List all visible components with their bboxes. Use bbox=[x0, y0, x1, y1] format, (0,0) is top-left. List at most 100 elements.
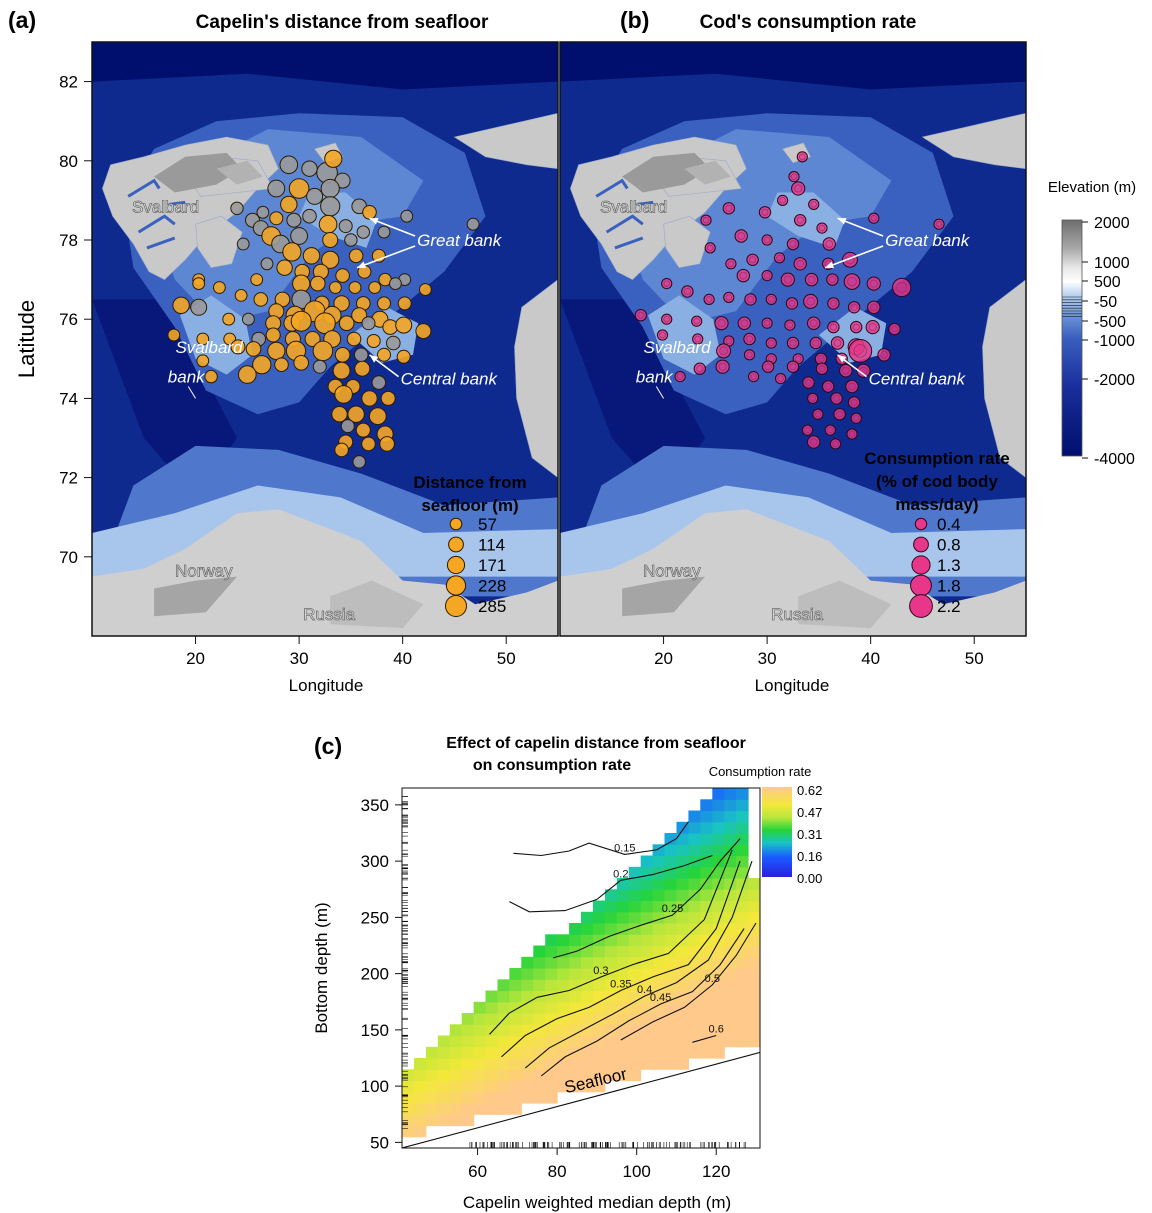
heatmap-cell bbox=[521, 979, 534, 992]
heatmap-cell bbox=[736, 788, 749, 800]
heatmap-cell bbox=[604, 968, 618, 980]
cod-point-inner bbox=[768, 296, 775, 303]
heatmap-cell bbox=[676, 855, 689, 868]
heatmap-cell bbox=[652, 900, 666, 913]
cod-point bbox=[703, 293, 715, 305]
heatmap-cell bbox=[688, 1024, 701, 1037]
mainland-mountains bbox=[154, 576, 237, 617]
heatmap-cell bbox=[748, 968, 760, 980]
heatmap-cell bbox=[652, 923, 666, 935]
cod-point bbox=[803, 293, 819, 309]
great-bank-arrow-lower bbox=[356, 245, 416, 269]
capelin-point bbox=[290, 310, 312, 332]
heatmap-cell bbox=[736, 968, 749, 980]
cod-point-inner bbox=[789, 363, 797, 371]
svalbard-highlands bbox=[622, 152, 711, 193]
heatmap-cell bbox=[497, 1103, 510, 1115]
cod-point-inner bbox=[848, 430, 856, 438]
heatmap-cell bbox=[676, 878, 689, 890]
heatmap-cell bbox=[581, 1024, 594, 1037]
longitude-tick-label: 50 bbox=[497, 649, 516, 668]
heatmap-cell bbox=[521, 956, 534, 969]
heatmap-cell bbox=[724, 810, 737, 823]
contour-label: 0.15 bbox=[614, 842, 635, 854]
cod-point-inner bbox=[809, 395, 816, 402]
heatmap-cell bbox=[664, 844, 677, 857]
capelin-point bbox=[236, 237, 250, 251]
heatmap-cell bbox=[724, 923, 737, 935]
cod-point bbox=[794, 214, 807, 227]
panel-c-letter: (c) bbox=[314, 733, 342, 759]
heatmap-cell bbox=[569, 1080, 582, 1093]
panel-c-colorbar-tick-label: 0.62 bbox=[797, 783, 822, 798]
heatmap-cell bbox=[569, 1058, 582, 1070]
heatmap-cell bbox=[569, 934, 582, 947]
cod-point-inner bbox=[850, 303, 858, 311]
cod-point bbox=[681, 285, 694, 298]
capelin-point bbox=[260, 257, 274, 271]
heatmap-cell bbox=[604, 1046, 618, 1059]
annotation-great-bank: Great bank bbox=[417, 231, 503, 250]
panel-b-longitude-axis: 20 30 40 50 bbox=[654, 636, 984, 668]
contour-label: 0.4 bbox=[637, 984, 652, 996]
panel-a-points bbox=[167, 149, 480, 469]
heatmap-cell bbox=[521, 1091, 534, 1104]
heatmap-cell bbox=[473, 1046, 487, 1059]
capelin-point bbox=[415, 323, 432, 340]
heatmap-cell bbox=[628, 923, 642, 935]
heatmap-cell bbox=[664, 968, 677, 980]
heatmap-cell bbox=[437, 1035, 451, 1048]
heatmap-cell bbox=[485, 990, 498, 1003]
cod-point-inner bbox=[847, 276, 857, 287]
annotation-great-bank: Great bank bbox=[885, 231, 971, 250]
heatmap-cell bbox=[509, 990, 522, 1003]
heatmap-cell bbox=[652, 934, 666, 947]
cod-point bbox=[777, 194, 789, 206]
cod-point bbox=[786, 360, 800, 373]
heatmap-cell bbox=[616, 1024, 630, 1037]
heatmap-cell bbox=[497, 1035, 510, 1048]
cod-point-inner bbox=[707, 244, 714, 252]
heatmap-cell bbox=[640, 1058, 654, 1070]
heatmap-cell bbox=[640, 900, 654, 913]
heatmap-cell bbox=[736, 979, 749, 992]
heatmap-cell bbox=[640, 1024, 654, 1037]
cod-point-inner bbox=[806, 297, 815, 306]
heatmap-cell bbox=[712, 934, 725, 947]
cod-point bbox=[847, 301, 861, 314]
cod-point bbox=[780, 272, 795, 287]
heatmap-cell bbox=[640, 1035, 654, 1048]
heatmap-cell bbox=[604, 990, 618, 1003]
cod-point bbox=[850, 320, 863, 334]
cod-point-inner bbox=[868, 323, 877, 332]
heatmap-cell bbox=[533, 1080, 546, 1093]
cod-point bbox=[809, 336, 822, 350]
heatmap-cell bbox=[736, 833, 749, 845]
heatmap-cell bbox=[724, 1001, 737, 1014]
cod-point bbox=[748, 371, 760, 383]
heatmap-cell bbox=[700, 821, 713, 834]
capelin-point bbox=[353, 347, 369, 363]
latitude-tick-label: 74 bbox=[59, 389, 78, 408]
capelin-point bbox=[338, 315, 355, 332]
cod-point-inner bbox=[663, 316, 670, 323]
heatmap-cell bbox=[700, 889, 713, 902]
heatmap-cell bbox=[712, 844, 725, 857]
cod-point bbox=[816, 222, 828, 234]
cod-point bbox=[692, 333, 704, 345]
cod-point bbox=[714, 316, 729, 331]
contour-line bbox=[692, 1034, 717, 1043]
heatmap-cell bbox=[545, 1024, 558, 1037]
heatmap-cell bbox=[748, 911, 760, 924]
heatmap-cell bbox=[676, 866, 689, 879]
cod-point bbox=[734, 229, 748, 243]
heatmap-cell bbox=[461, 1024, 475, 1037]
cod-point bbox=[812, 408, 824, 420]
heatmap-cell bbox=[604, 1058, 618, 1070]
cod-point bbox=[933, 218, 945, 230]
heatmap-cell bbox=[592, 934, 606, 947]
cod-point bbox=[704, 242, 716, 254]
cod-point bbox=[761, 270, 773, 282]
capelin-point bbox=[302, 247, 321, 265]
